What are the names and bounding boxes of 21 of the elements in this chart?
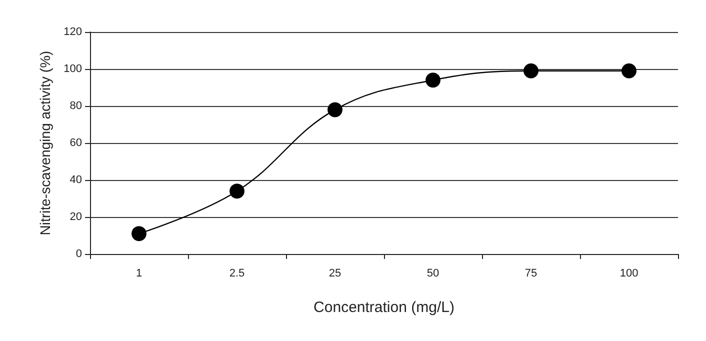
y-tick-label: 40	[70, 174, 82, 186]
x-tick-label: 1	[136, 268, 142, 280]
y-tick-label: 80	[70, 100, 82, 112]
point	[328, 102, 342, 118]
y-tick-label: 100	[64, 63, 82, 75]
point	[524, 63, 538, 78]
y-tick-label: 0	[76, 248, 82, 260]
point	[622, 63, 636, 78]
x-tick-label: 100	[620, 268, 638, 280]
point	[230, 184, 244, 199]
y-tick-label: 20	[70, 211, 82, 223]
y-tick-label: 120	[64, 26, 82, 38]
y-axis-title: Nitrite-scavenging activity (%)	[37, 50, 53, 236]
y-tick-label: 60	[70, 137, 82, 149]
point	[132, 226, 146, 242]
x-tick-label: 50	[426, 268, 440, 280]
x-axis-title: Concentration (mg/L)	[314, 299, 454, 316]
x-tick-label: 75	[524, 268, 538, 280]
point	[426, 72, 440, 88]
x-tick-label: 25	[328, 268, 342, 280]
x-tick-label: 2.5	[229, 268, 245, 280]
